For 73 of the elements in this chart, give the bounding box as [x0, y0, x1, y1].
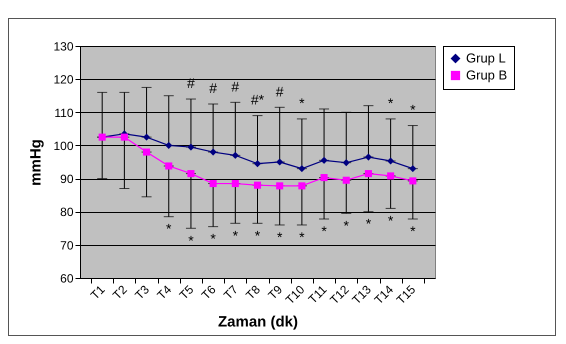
point — [187, 144, 194, 151]
annotation: * — [299, 228, 306, 245]
point — [232, 180, 239, 188]
x-tick-label: T6 — [198, 282, 219, 302]
y-tick-label: 70 — [60, 238, 74, 252]
y-tick-label: 110 — [54, 106, 74, 120]
x-tick-label: T11 — [306, 282, 330, 306]
x-axis-title: Zaman (dk) — [218, 313, 298, 330]
x-tick-label: T12 — [327, 282, 352, 308]
x-tick-label: T14 — [372, 282, 396, 308]
annotation: * — [321, 223, 328, 240]
point — [409, 165, 416, 172]
x-tick-label: T13 — [349, 282, 374, 308]
x-tick-label: T15 — [394, 282, 418, 308]
point — [387, 157, 394, 165]
y-tick-label: 60 — [60, 272, 74, 286]
y-tick-label: 100 — [53, 138, 74, 153]
annotation: # — [276, 83, 284, 100]
x-tick-label: T10 — [282, 282, 308, 308]
annotation: * — [166, 220, 172, 237]
annotation: #* — [250, 92, 265, 108]
point — [409, 177, 416, 184]
point — [143, 148, 150, 156]
annotation: * — [410, 102, 416, 118]
y-tick-label: 90 — [60, 172, 74, 186]
point — [364, 170, 372, 178]
x-tick-label: T7 — [220, 282, 241, 302]
x-tick-label: T3 — [132, 282, 152, 302]
y-tick-label: 130 — [53, 40, 74, 54]
legend-label: Grup L — [466, 50, 506, 66]
annotation: * — [388, 94, 394, 111]
x-tick-label: T4 — [154, 282, 174, 302]
annotation: * — [366, 216, 372, 232]
x-tick-label: T2 — [110, 282, 130, 302]
y-tick-label: 80 — [60, 205, 74, 220]
annotation: * — [276, 228, 283, 245]
point — [254, 182, 262, 189]
point — [298, 165, 306, 172]
point — [210, 148, 217, 156]
point — [342, 159, 350, 166]
point — [276, 158, 284, 166]
x-tick-label: T1 — [88, 282, 108, 302]
x-tick-label: T9 — [265, 282, 286, 302]
annotation: * — [299, 94, 306, 111]
point — [120, 134, 128, 141]
annotation: # — [209, 80, 218, 96]
point — [276, 182, 284, 190]
point — [298, 182, 306, 190]
point — [364, 153, 372, 161]
point — [143, 134, 150, 141]
annotation: # — [231, 78, 240, 94]
y-axis-title: mmHg — [27, 139, 44, 186]
point — [320, 156, 328, 164]
y-tick-label: 120 — [53, 72, 74, 87]
annotation: * — [210, 230, 216, 247]
annotation: * — [188, 232, 194, 248]
point — [342, 176, 350, 184]
legend-label: Grup B — [466, 68, 508, 82]
annotation: * — [410, 223, 416, 240]
point — [165, 142, 172, 149]
point — [387, 172, 394, 180]
point — [210, 180, 217, 188]
x-tick-label: T8 — [243, 282, 264, 302]
point — [232, 152, 239, 159]
annotation: * — [232, 227, 239, 244]
x-tick-label: T5 — [176, 282, 197, 302]
point — [165, 162, 172, 170]
point — [187, 170, 194, 178]
annotation: * — [344, 217, 350, 234]
annotation: * — [388, 212, 394, 228]
annotation: * — [254, 227, 261, 244]
point — [320, 174, 328, 182]
point — [254, 160, 262, 168]
